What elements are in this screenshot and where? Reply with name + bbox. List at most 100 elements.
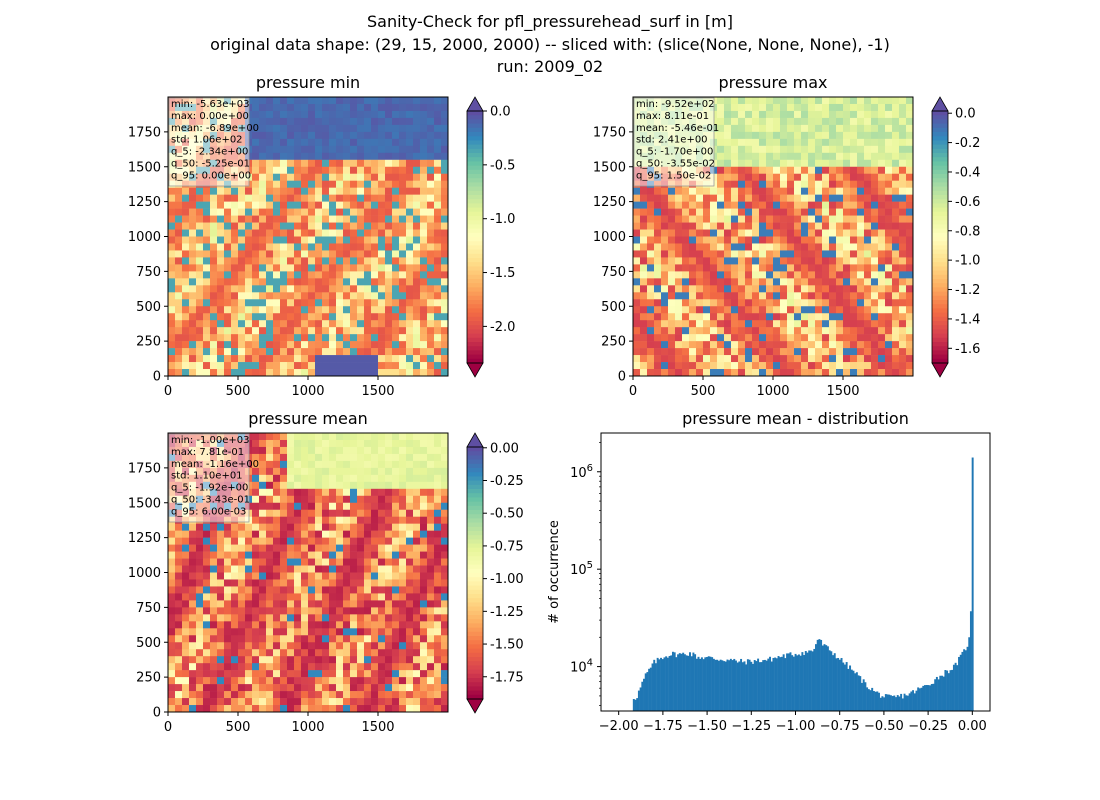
heatmap-cell [864,250,872,258]
colorbar-segment [932,119,948,124]
heatmap-cell [850,103,858,112]
heatmap-cell [413,670,421,678]
heatmap-cell [392,131,400,140]
heatmap-cell [399,306,407,314]
heatmap-cell [343,369,351,377]
heatmap-cell [203,705,211,713]
heatmap-cell [843,313,851,321]
heatmap-cell [280,691,288,699]
heatmap-cell [203,299,211,307]
heatmap-cell [182,243,190,251]
heatmap-cell [815,152,823,161]
heatmap-cell [808,250,816,258]
heatmap-cell [252,670,260,678]
heatmap-cell [336,327,344,335]
heatmap-cell [364,215,372,223]
heatmap-cell [343,453,351,462]
heatmap-cell [238,362,246,370]
heatmap-cell [287,614,295,622]
heatmap-cell [385,621,393,629]
heatmap-title: pressure min [256,73,360,92]
heatmap-cell [794,117,802,126]
heatmap-cell [661,236,669,244]
heatmap-cell [371,257,379,265]
heatmap-cell [871,201,879,209]
heatmap-cell [399,124,407,133]
heatmap-cell [899,222,907,230]
heatmap-cell [885,327,893,335]
heatmap-cell [217,348,225,356]
heatmap-cell [231,285,239,293]
heatmap-cell [357,649,365,657]
colorbar-segment [932,300,948,305]
heatmap-cell [294,173,302,181]
heatmap-cell [322,530,330,538]
heatmap-cell [280,488,288,497]
heatmap-cell [682,362,690,370]
heatmap-cell [322,222,330,230]
heatmap-cell [308,97,316,105]
heatmap-cell [343,278,351,286]
heatmap-cell [301,159,309,168]
colorbar-segment [932,312,948,318]
heatmap-cell [871,362,879,370]
heatmap-cell [843,348,851,356]
heatmap-cell [787,103,795,112]
heatmap-cell [231,222,239,230]
heatmap-cell [238,292,246,300]
heatmap-cell [252,292,260,300]
heatmap-cell [224,565,232,573]
heatmap-cell [836,229,844,237]
heatmap-cell [259,236,267,244]
heatmap-cell [245,656,253,664]
heatmap-cell [294,621,302,629]
heatmap-cell [245,320,253,328]
heatmap-cell [322,433,330,441]
stats-line: min: -9.52e+02 [636,99,715,110]
heatmap-cell [392,558,400,566]
heatmap-cell [710,264,718,272]
heatmap-cell [808,264,816,272]
heatmap-cell [836,306,844,314]
heatmap-cell [266,481,274,490]
heatmap-cell [371,348,379,356]
heatmap-cell [675,229,683,237]
heatmap-cell [808,173,816,181]
heatmap-cell [703,348,711,356]
heatmap-cell [906,166,914,175]
heatmap-cell [808,180,816,188]
heatmap-cell [738,292,746,300]
colorbar-segment [932,199,948,204]
heatmap-cell [703,229,711,237]
heatmap-cell [640,222,648,230]
heatmap-cell [878,348,886,356]
heatmap-cell [245,551,253,559]
heatmap-cell [329,236,337,244]
heatmap-cell [294,222,302,230]
heatmap-cell [189,348,197,356]
heatmap-cell [633,236,641,244]
heatmap-cell [217,551,225,559]
heatmap-cell [406,271,414,279]
heatmap-cell [399,607,407,615]
heatmap-cell [822,292,830,300]
heatmap-cell [385,173,393,181]
heatmap-cell [273,271,281,279]
heatmap-cell [434,593,442,601]
heatmap-cell [329,544,337,552]
heatmap-cell [892,271,900,279]
heatmap-cell [266,551,274,559]
heatmap-cell [392,502,400,511]
heatmap-cell [885,236,893,244]
heatmap-cell [420,355,428,363]
heatmap-cell [892,187,900,195]
heatmap-cell [752,208,760,216]
heatmap-cell [717,145,725,154]
heatmap-cell [329,439,337,448]
heatmap-cell [357,243,365,251]
heatmap-cell [329,572,337,580]
heatmap-cell [731,117,739,126]
heatmap-cell [231,236,239,244]
heatmap-cell [752,159,760,168]
heatmap-cell [878,187,886,195]
